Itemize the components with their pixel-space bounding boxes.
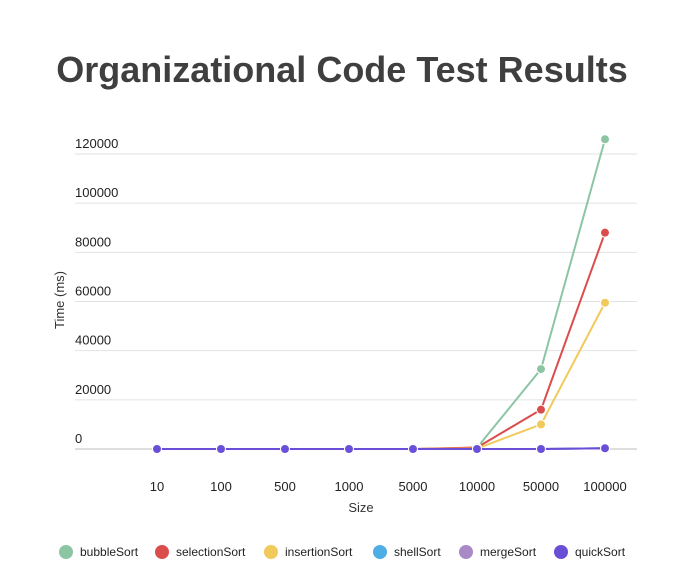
legend: bubbleSort selectionSort insertionSort shel… [59,545,626,559]
data-point [472,444,482,454]
x-tick-label: 1000 [335,479,364,494]
legend-item: bubbleSort [59,545,139,559]
y-tick-label: 60000 [75,284,111,299]
legend-label: mergeSort [480,545,537,559]
data-point [344,444,354,454]
data-point [536,444,546,454]
y-axis-ticks: 0 20000 40000 60000 80000 100000 120000 [75,136,118,446]
series-insertionSort [152,297,610,454]
grid [75,153,637,450]
x-tick-label: 500 [274,479,296,494]
legend-swatch [155,545,169,559]
data-point [600,443,610,454]
legend-swatch [373,545,387,559]
series-line [157,232,606,450]
y-tick-label: 80000 [75,234,111,249]
x-tick-label: 100000 [583,479,626,494]
chart-title: Organizational Code Test Results [56,49,627,90]
legend-label: insertionSort [285,545,353,559]
y-tick-label: 120000 [75,136,118,151]
legend-label: shellSort [394,545,441,559]
y-tick-label: 20000 [75,382,111,397]
x-axis-label: Size [348,500,373,515]
data-point [216,444,226,454]
data-point [280,444,290,454]
x-tick-label: 10000 [459,479,495,494]
data-point [600,297,610,308]
legend-swatch [554,545,568,559]
y-tick-label: 0 [75,431,82,446]
y-axis-label: Time (ms) [52,271,67,329]
legend-label: bubbleSort [80,545,139,559]
data-point [536,364,546,375]
legend-item: mergeSort [459,545,537,559]
x-tick-label: 100 [210,479,232,494]
legend-label: quickSort [575,545,626,559]
series-quickSort [152,443,610,454]
legend-item: quickSort [554,545,626,559]
data-point [408,444,418,454]
x-tick-label: 5000 [399,479,428,494]
x-tick-label: 10 [150,479,164,494]
x-tick-label: 50000 [523,479,559,494]
series-line [157,138,606,450]
y-tick-label: 40000 [75,333,111,348]
data-point [600,134,610,145]
legend-swatch [459,545,473,559]
legend-item: shellSort [373,545,441,559]
data-point [536,419,546,430]
legend-label: selectionSort [176,545,246,559]
y-tick-label: 100000 [75,185,118,200]
legend-item: selectionSort [155,545,246,559]
data-point [152,444,162,454]
legend-item: insertionSort [264,545,353,559]
series-line [157,447,606,450]
x-axis-ticks: 10 100 500 1000 5000 10000 50000 100000 [150,479,627,494]
series [152,134,610,454]
legend-swatch [264,545,278,559]
data-point [536,404,546,415]
data-point [600,227,610,238]
legend-swatch [59,545,73,559]
